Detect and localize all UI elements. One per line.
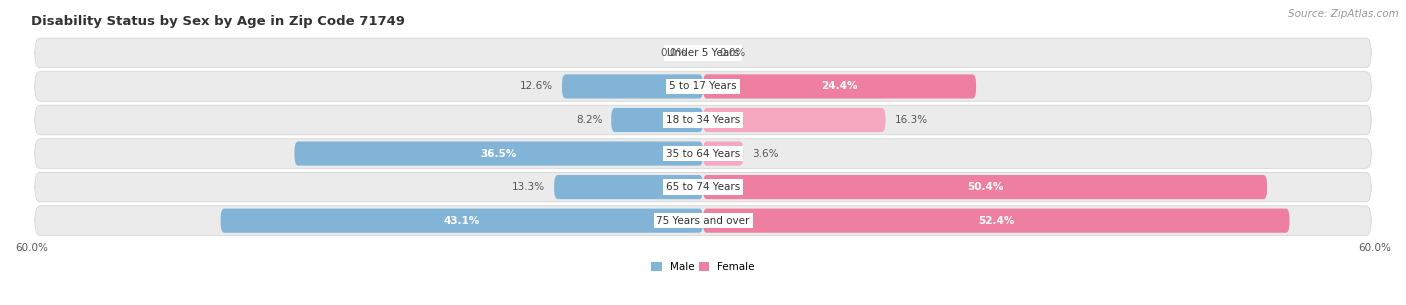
FancyBboxPatch shape <box>35 105 1371 135</box>
Text: 0.0%: 0.0% <box>659 48 686 58</box>
Text: 13.3%: 13.3% <box>512 182 546 192</box>
FancyBboxPatch shape <box>35 38 1371 68</box>
Text: 75 Years and over: 75 Years and over <box>657 216 749 226</box>
Text: 43.1%: 43.1% <box>444 216 479 226</box>
Text: 50.4%: 50.4% <box>967 182 1004 192</box>
Text: 8.2%: 8.2% <box>576 115 602 125</box>
FancyBboxPatch shape <box>703 108 886 132</box>
FancyBboxPatch shape <box>35 172 1371 202</box>
FancyBboxPatch shape <box>294 142 703 166</box>
Text: 65 to 74 Years: 65 to 74 Years <box>666 182 740 192</box>
Text: 52.4%: 52.4% <box>979 216 1015 226</box>
Text: 35 to 64 Years: 35 to 64 Years <box>666 149 740 159</box>
Text: 36.5%: 36.5% <box>481 149 517 159</box>
Text: 5 to 17 Years: 5 to 17 Years <box>669 81 737 92</box>
Text: 0.0%: 0.0% <box>720 48 747 58</box>
FancyBboxPatch shape <box>703 142 744 166</box>
FancyBboxPatch shape <box>35 72 1371 101</box>
Text: Disability Status by Sex by Age in Zip Code 71749: Disability Status by Sex by Age in Zip C… <box>31 15 405 28</box>
FancyBboxPatch shape <box>35 139 1371 168</box>
Text: Under 5 Years: Under 5 Years <box>666 48 740 58</box>
FancyBboxPatch shape <box>612 108 703 132</box>
Text: 3.6%: 3.6% <box>752 149 779 159</box>
FancyBboxPatch shape <box>554 175 703 199</box>
Legend: Male, Female: Male, Female <box>647 258 759 277</box>
Text: 18 to 34 Years: 18 to 34 Years <box>666 115 740 125</box>
FancyBboxPatch shape <box>703 74 976 99</box>
FancyBboxPatch shape <box>221 209 703 233</box>
FancyBboxPatch shape <box>35 206 1371 235</box>
FancyBboxPatch shape <box>703 209 1289 233</box>
Text: 24.4%: 24.4% <box>821 81 858 92</box>
FancyBboxPatch shape <box>562 74 703 99</box>
FancyBboxPatch shape <box>703 175 1267 199</box>
Text: Source: ZipAtlas.com: Source: ZipAtlas.com <box>1288 9 1399 19</box>
Text: 16.3%: 16.3% <box>894 115 928 125</box>
Text: 12.6%: 12.6% <box>520 81 553 92</box>
